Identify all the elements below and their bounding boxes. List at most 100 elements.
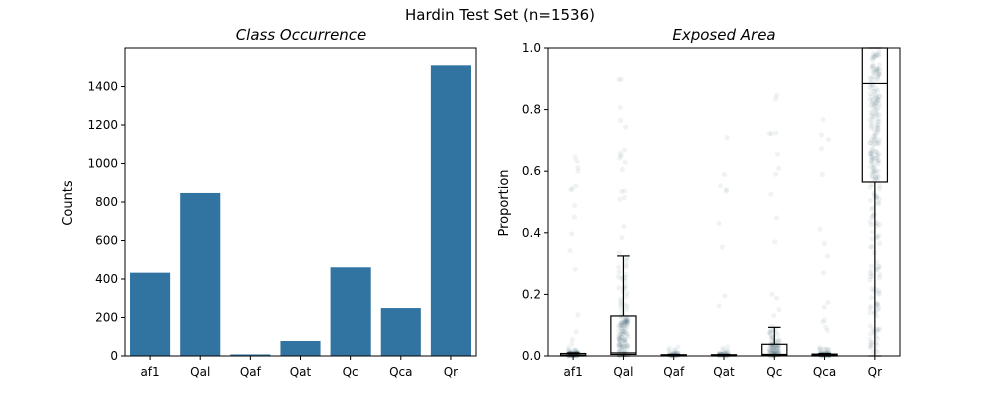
strip-point-Qr	[872, 106, 878, 112]
strip-point-Qr	[875, 87, 881, 94]
strip-point-Qr	[876, 287, 882, 294]
strip-point-Qr	[873, 140, 880, 146]
left-ytick-label: 1000	[87, 157, 118, 171]
strip-point-Qc	[768, 131, 775, 137]
strip-point-Qal	[623, 283, 629, 289]
strip-point-Qc	[773, 130, 779, 136]
strip-point-Qr	[872, 114, 878, 120]
strip-point-Qc	[773, 343, 779, 349]
strip-point-Qr	[874, 149, 880, 155]
strip-point-Qal	[620, 343, 626, 349]
strip-point-Qr	[875, 74, 881, 80]
left-axes-frame	[124, 47, 477, 357]
strip-point-Qal	[622, 318, 629, 324]
strip-point-af1	[575, 168, 581, 174]
strip-point-Qal	[616, 333, 622, 339]
strip-point-Qr	[875, 104, 882, 111]
strip-point-Qal	[619, 322, 625, 328]
strip-point-Qr	[867, 336, 873, 342]
strip-point-Qc	[776, 345, 782, 351]
strip-point-Qr	[868, 85, 875, 91]
strip-point-af1	[569, 341, 575, 347]
strip-point-Qr	[871, 55, 877, 61]
strip-point-Qal	[617, 337, 623, 343]
strip-point-Qr	[875, 126, 881, 132]
strip-point-Qal	[618, 298, 624, 304]
strip-point-Qr	[872, 133, 878, 139]
strip-point-Qr	[871, 137, 877, 144]
strip-point-Qr	[873, 176, 879, 182]
strip-point-Qc	[767, 328, 773, 334]
strip-point-Qr	[876, 68, 882, 74]
strip-point-Qr	[876, 51, 882, 57]
strip-point-Qr	[870, 326, 876, 332]
strip-point-Qr	[873, 149, 879, 155]
strip-point-Qca	[817, 344, 823, 351]
bar-af1	[130, 272, 171, 356]
strip-point-af1	[573, 329, 579, 335]
strip-point-Qal	[622, 330, 628, 336]
strip-point-Qr	[867, 219, 873, 225]
strip-point-Qr	[871, 250, 877, 256]
strip-point-Qal	[617, 332, 623, 338]
strip-point-Qr	[873, 168, 879, 174]
strip-point-Qr	[874, 193, 880, 199]
strip-point-Qr	[869, 215, 875, 221]
right-axes-frame	[547, 47, 901, 357]
strip-point-Qr	[875, 157, 881, 163]
exposed-area-panel: Exposed Area Proportion 0.0 0.2 0.4 0.6 0.8 1…	[497, 26, 901, 379]
strip-point-Qal	[623, 321, 629, 327]
right-xtick-label: Qaf	[663, 365, 685, 379]
strip-point-Qal	[621, 223, 627, 229]
strip-point-Qr	[874, 122, 880, 128]
strip-point-Qal	[623, 262, 629, 268]
strip-point-Qal	[619, 335, 625, 341]
strip-point-Qca	[822, 347, 829, 353]
strip-point-Qca	[817, 346, 823, 352]
strip-point-Qc	[776, 337, 782, 343]
strip-point-Qal	[617, 339, 624, 345]
strip-point-Qal	[623, 340, 629, 346]
strip-point-Qal	[616, 335, 623, 341]
strip-point-Qca	[825, 327, 831, 333]
strip-point-Qal	[616, 77, 622, 83]
strip-point-Qal	[618, 342, 624, 348]
strip-point-Qr	[874, 67, 880, 73]
strip-point-Qr	[868, 164, 874, 170]
strip-point-Qr	[874, 259, 880, 266]
strip-point-Qr	[876, 71, 882, 77]
strip-point-Qal	[621, 318, 627, 324]
strip-point-Qal	[624, 323, 630, 330]
strip-point-Qal	[622, 336, 628, 342]
strip-point-Qal	[622, 337, 628, 343]
right-xtick-label: Qat	[713, 365, 735, 379]
strip-point-Qat	[724, 135, 730, 141]
strip-point-Qr	[868, 244, 874, 250]
strip-point-Qr	[869, 340, 875, 346]
strip-point-Qr	[874, 106, 880, 112]
strip-point-Qc	[776, 307, 782, 313]
figure-suptitle: Hardin Test Set (n=1536)	[405, 6, 595, 24]
strip-point-Qca	[821, 270, 827, 276]
strip-point-Qr	[868, 342, 874, 348]
strip-point-Qc	[770, 349, 777, 355]
strip-point-Qal	[618, 331, 624, 337]
strip-point-af1	[571, 347, 577, 353]
strip-point-Qr	[873, 100, 880, 106]
strip-point-Qr	[876, 196, 882, 202]
strip-point-Qr	[875, 153, 881, 159]
strip-point-Qc	[774, 295, 780, 301]
strip-point-Qc	[768, 336, 774, 342]
strip-point-Qat	[725, 344, 731, 350]
strip-point-Qc	[773, 171, 779, 177]
bar-Qal	[180, 192, 221, 356]
strip-point-Qr	[867, 305, 873, 312]
strip-point-Qr	[877, 101, 883, 108]
strip-point-Qc	[771, 347, 777, 353]
strip-point-Qca	[821, 240, 828, 247]
strip-point-Qr	[874, 69, 880, 75]
strip-point-Qal	[618, 76, 624, 82]
strip-point-Qr	[869, 101, 876, 107]
strip-point-Qr	[872, 130, 878, 136]
strip-point-Qr	[877, 326, 883, 332]
